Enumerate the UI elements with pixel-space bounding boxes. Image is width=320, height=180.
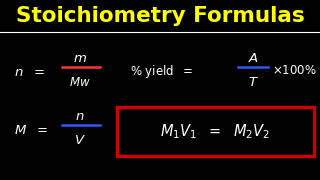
Text: % yield  $=$: % yield $=$ [130, 64, 194, 80]
Text: $Mw$: $Mw$ [69, 75, 91, 89]
Text: Stoichiometry Formulas: Stoichiometry Formulas [16, 6, 304, 26]
Text: $M_1V_1$  $=$  $M_2V_2$: $M_1V_1$ $=$ $M_2V_2$ [160, 123, 270, 141]
Text: $T$: $T$ [248, 75, 259, 89]
Text: $\times$100%: $\times$100% [272, 64, 317, 76]
Text: $m$: $m$ [73, 51, 87, 64]
Text: $M$  $=$: $M$ $=$ [14, 123, 48, 136]
Text: $V$: $V$ [74, 134, 86, 147]
FancyBboxPatch shape [117, 107, 314, 156]
Text: $n$  $=$: $n$ $=$ [14, 66, 45, 78]
Text: $n$: $n$ [75, 111, 85, 123]
Text: $A$: $A$ [248, 51, 259, 64]
